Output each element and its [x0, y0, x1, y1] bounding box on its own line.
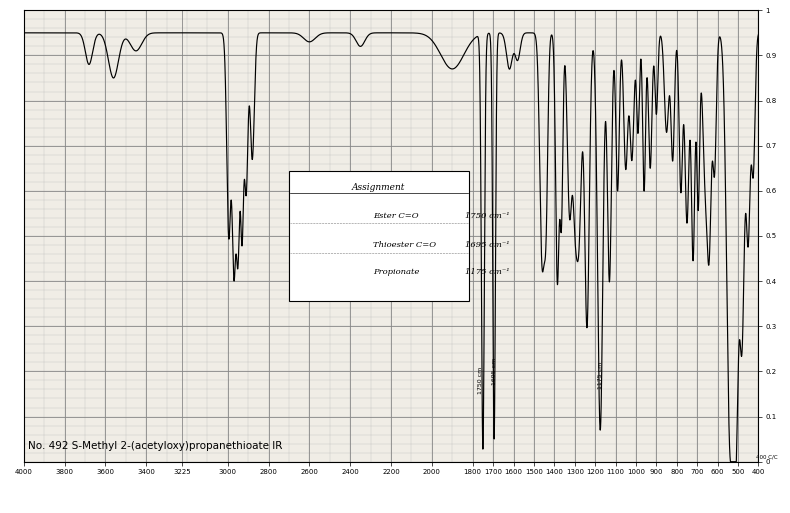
Text: Assignment: Assignment — [352, 183, 405, 192]
Text: Propionate: Propionate — [373, 268, 419, 276]
FancyBboxPatch shape — [289, 170, 468, 302]
Text: Thioester C=O: Thioester C=O — [373, 241, 436, 249]
Text: 1750 cm⁻¹: 1750 cm⁻¹ — [465, 212, 509, 220]
Text: 1695 cm⁻¹: 1695 cm⁻¹ — [465, 241, 509, 249]
Text: No. 492 S-Methyl 2-(acetyloxy)propanethioate IR: No. 492 S-Methyl 2-(acetyloxy)propanethi… — [28, 441, 282, 451]
Text: 400 C/C: 400 C/C — [756, 455, 778, 460]
Text: 1750 cm: 1750 cm — [479, 367, 483, 394]
Text: 1695 cm: 1695 cm — [491, 358, 497, 385]
Text: 1175 cm⁻¹: 1175 cm⁻¹ — [465, 268, 509, 276]
Text: 1175 cm: 1175 cm — [598, 362, 603, 389]
Text: Ester C=O: Ester C=O — [373, 212, 419, 220]
